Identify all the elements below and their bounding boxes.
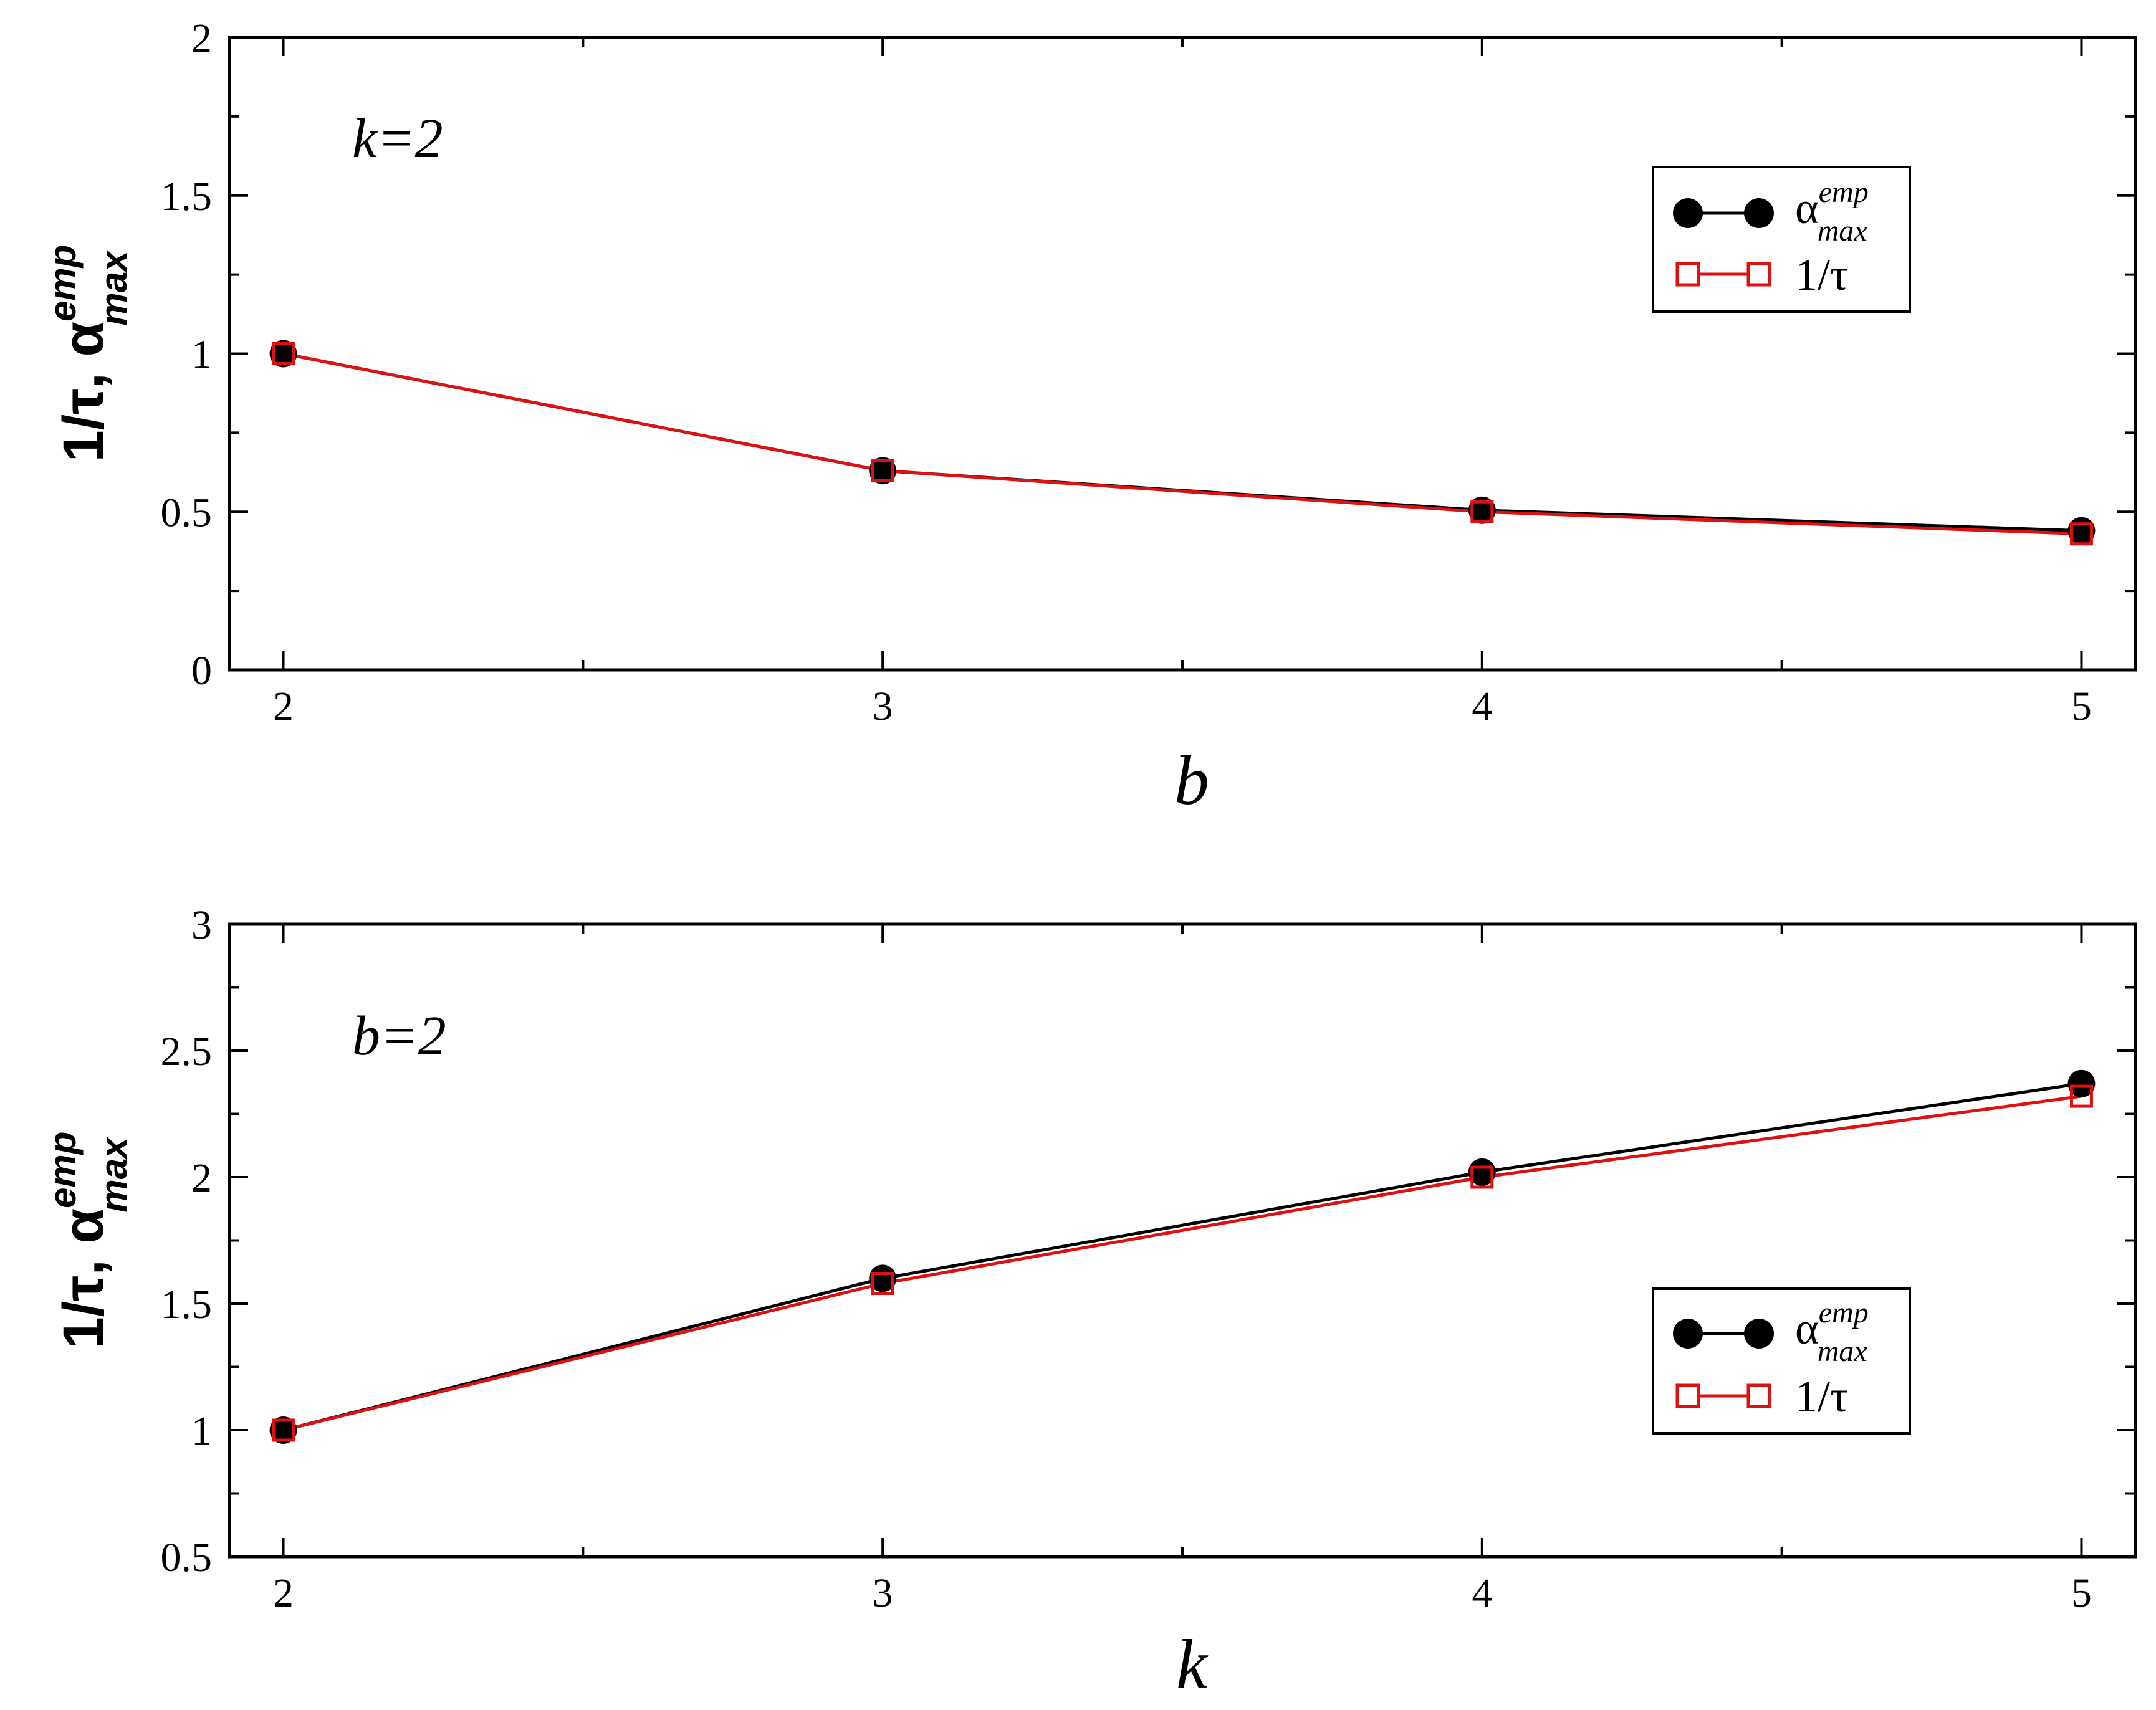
y-tick-label: 1.5 [161, 1282, 213, 1327]
y-tick-label: 1 [191, 1408, 212, 1454]
legend-marker-series-0 [1744, 1319, 1774, 1349]
y-tick-label: 3 [191, 902, 212, 948]
legend-label-sup: emp [1819, 1296, 1869, 1329]
ticks [229, 36, 2135, 671]
tick-labels: 2 3 4 5 0 0.5 1 1.5 2 [161, 16, 2092, 729]
x-axis-label: k [1176, 1626, 1209, 1703]
legend-label-main: α [1795, 183, 1819, 233]
y-axis-label-sup: emp [42, 245, 84, 322]
legend-label-main: α [1795, 1304, 1819, 1354]
data-point-series-0 [1468, 1158, 1496, 1186]
x-tick-label: 4 [1472, 684, 1492, 729]
y-tick-label: 2 [191, 16, 212, 61]
y-axis-label: 1/τ, αemp max [42, 245, 135, 462]
data-point-series-0 [2067, 1069, 2096, 1097]
legend-label-sub: max [1818, 1335, 1867, 1368]
y-axis-label-main: 1/τ, α [52, 322, 115, 462]
y-axis-label-sub: max [93, 249, 135, 326]
x-tick-label: 2 [273, 1570, 294, 1616]
plot-frame [228, 36, 2137, 672]
legend-marker-series-0 [1673, 1319, 1703, 1349]
legend-marker-series-1 [1675, 262, 1700, 287]
legend-marker-series-1 [1746, 262, 1771, 287]
y-axis-label-main: 1/τ, α [52, 1208, 115, 1349]
plot-frame [228, 922, 2137, 1559]
y-axis-label-sub: max [93, 1136, 135, 1213]
y-tick-label: 2 [191, 1155, 212, 1201]
series-line-1 [283, 352, 2082, 536]
data-point-series-1 [1470, 1165, 1494, 1189]
data-point-series-1 [272, 1418, 295, 1442]
data-point-series-1 [871, 459, 894, 482]
x-axis-label: b [1174, 742, 1209, 819]
x-tick-label: 3 [873, 1570, 893, 1616]
y-tick-label: 2.5 [161, 1029, 213, 1074]
legend-marker-series-1 [1746, 1383, 1771, 1408]
markers [269, 1069, 2096, 1444]
x-tick-label: 3 [873, 684, 893, 729]
legend-label-series-1: 1/τ [1795, 1372, 1848, 1421]
data-point-series-0 [269, 1416, 297, 1444]
series-lines [283, 352, 2082, 536]
panel-annotation: k=2 [352, 108, 443, 170]
legend-box [1652, 1287, 1911, 1435]
legend-marker-series-1 [1675, 1383, 1700, 1408]
series-line-0 [283, 352, 2082, 533]
y-tick-label: 1 [191, 332, 212, 378]
y-tick-label: 0.5 [161, 1535, 213, 1580]
y-axis-label-sup: emp [42, 1132, 84, 1208]
data-point-series-0 [869, 457, 897, 485]
x-tick-label: 2 [273, 684, 294, 729]
series-line-0 [282, 1082, 2082, 1432]
legend: αemp max 1/τ [1652, 166, 1911, 313]
legend-label-sup: emp [1819, 176, 1869, 209]
ticks [229, 923, 2135, 1558]
top-panel: 2 3 4 500.511.52 k=2 b 1/τ, αemp max αemp max… [42, 16, 2137, 819]
y-tick-label: 0.5 [161, 490, 213, 535]
bottom-panel: 2 3 4 50.511.522.53 b=2 k 1/τ, αemp max αemp… [42, 902, 2137, 1703]
series-lines [282, 1082, 2082, 1432]
legend-marker-series-0 [1673, 198, 1703, 228]
series-line-1 [282, 1094, 2082, 1432]
legend-label-series-0: αemp max [1795, 1296, 1869, 1368]
data-point-series-0 [269, 340, 297, 368]
legend-marker-series-0 [1744, 198, 1774, 228]
data-point-series-1 [2069, 522, 2093, 546]
y-tick-label: 1.5 [161, 174, 213, 219]
x-tick-label: 5 [2071, 684, 2092, 729]
tick-labels: 2 3 4 5 0.5 1 1.5 2 2.5 3 [161, 902, 2092, 1616]
data-point-series-1 [2069, 1084, 2093, 1108]
legend-box [1652, 166, 1911, 313]
legend: αemp max 1/τ [1652, 1287, 1911, 1435]
x-tick-label: 5 [2071, 1570, 2092, 1616]
data-point-series-1 [1470, 500, 1494, 523]
legend-label-series-0: αemp max [1795, 176, 1869, 247]
y-axis-label: 1/τ, αemp max [42, 1132, 135, 1349]
legend-label-series-1: 1/τ [1795, 250, 1848, 300]
y-tick-label: 0 [191, 648, 212, 694]
data-point-series-1 [272, 342, 295, 365]
data-point-series-0 [869, 1264, 897, 1292]
markers [269, 340, 2096, 546]
data-point-series-1 [871, 1272, 894, 1296]
legend-label-sub: max [1818, 214, 1867, 247]
x-tick-label: 4 [1472, 1570, 1492, 1616]
panel-annotation: b=2 [352, 1005, 446, 1067]
